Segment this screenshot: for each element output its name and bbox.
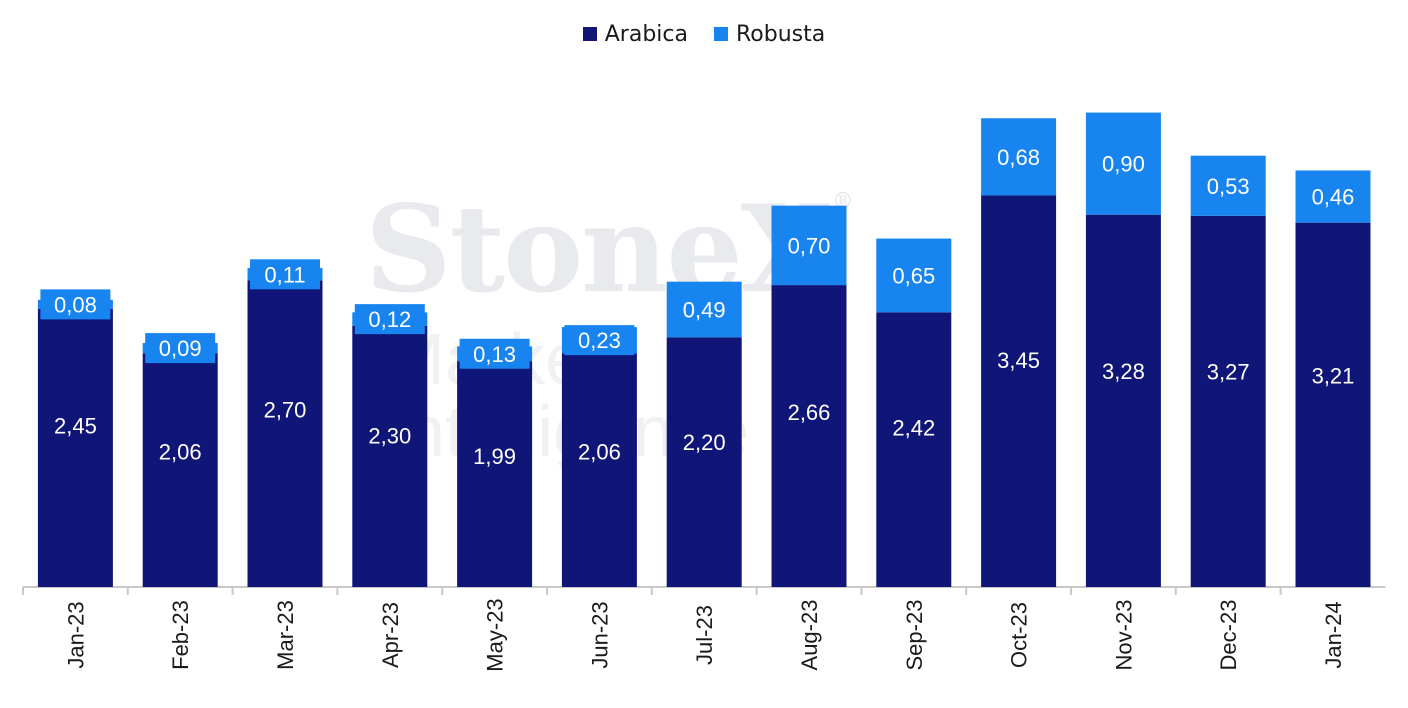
data-label-box-robusta	[250, 259, 320, 290]
bar-robusta	[666, 281, 742, 338]
bar-arabica	[247, 280, 323, 587]
data-label-arabica: 2,20	[683, 430, 726, 455]
data-label-robusta: 0,13	[473, 342, 516, 367]
bar-arabica	[352, 325, 428, 587]
data-label-arabica: 3,28	[1102, 359, 1145, 384]
bar-robusta	[1085, 112, 1161, 215]
robusta-swatch-icon	[713, 27, 728, 41]
legend-item-arabica[interactable]: Arabica	[582, 21, 688, 47]
bar-arabica	[771, 285, 847, 587]
bar-arabica	[142, 353, 218, 587]
bar-arabica	[981, 195, 1057, 588]
x-tick-label: Jul-23	[692, 605, 717, 665]
data-label-robusta: 0,46	[1312, 185, 1355, 210]
bar-arabica	[876, 312, 952, 587]
bar-robusta	[771, 205, 847, 286]
bar-arabica	[457, 361, 533, 587]
arabica-swatch-icon	[582, 27, 597, 41]
data-label-arabica: 1,99	[473, 444, 516, 469]
bar-arabica	[1295, 222, 1371, 588]
data-label-robusta: 0,08	[54, 292, 97, 317]
data-label-arabica: 3,21	[1312, 364, 1355, 389]
data-label-robusta: 0,23	[578, 328, 621, 353]
data-label-robusta: 0,09	[159, 336, 202, 361]
bar-arabica	[1190, 215, 1266, 588]
data-label-arabica: 2,45	[54, 414, 97, 439]
data-label-box-robusta	[564, 325, 635, 356]
legend-item-robusta[interactable]: Robusta	[713, 21, 826, 47]
x-tick-label: Aug-23	[797, 600, 822, 671]
x-tick-label: Feb-23	[168, 600, 193, 670]
x-tick-label: Dec-23	[1216, 600, 1241, 671]
legend-label-robusta: Robusta	[735, 21, 826, 47]
data-label-robusta: 0,68	[997, 145, 1040, 170]
data-label-box-robusta	[459, 338, 530, 369]
data-label-arabica: 2,66	[788, 400, 831, 425]
x-tick-label: Jan-23	[63, 601, 88, 668]
data-label-robusta: 0,70	[788, 233, 831, 258]
legend-label-arabica: Arabica	[604, 21, 688, 47]
x-tick-label: Nov-23	[1111, 600, 1136, 671]
bar-arabica	[666, 337, 742, 587]
bar-arabica	[561, 353, 637, 587]
data-label-arabica: 3,45	[997, 348, 1040, 373]
data-label-box-robusta	[354, 304, 425, 335]
bar-robusta	[981, 118, 1057, 196]
data-label-robusta: 0,65	[892, 263, 935, 288]
data-label-arabica: 2,06	[159, 439, 202, 464]
data-label-robusta: 0,53	[1207, 174, 1250, 199]
data-label-arabica: 2,42	[892, 416, 935, 441]
bar-robusta	[1295, 170, 1371, 223]
x-tick-label: Jun-23	[587, 601, 612, 668]
x-tick-label: Apr-23	[378, 602, 403, 668]
data-label-arabica: 2,70	[264, 397, 307, 422]
data-label-robusta: 0,49	[683, 297, 726, 322]
data-label-arabica: 2,30	[368, 424, 411, 449]
data-label-robusta: 0,11	[264, 262, 305, 287]
data-label-arabica: 3,27	[1207, 360, 1250, 385]
x-tick-label: May-23	[483, 598, 508, 671]
data-label-arabica: 2,06	[578, 439, 621, 464]
data-label-box-robusta	[40, 289, 111, 320]
legend: Arabica Robusta	[0, 18, 1408, 50]
data-label-box-robusta	[145, 333, 216, 364]
bar-arabica	[1085, 214, 1161, 587]
bar-robusta	[876, 238, 952, 313]
x-tick-label: Sep-23	[902, 600, 927, 671]
x-tick-label: Jan-24	[1321, 601, 1346, 668]
x-tick-label: Oct-23	[1007, 602, 1032, 668]
data-label-robusta: 0,90	[1102, 152, 1145, 177]
x-tick-label: Mar-23	[273, 600, 298, 670]
data-label-robusta: 0,12	[368, 307, 411, 332]
bar-arabica	[37, 308, 113, 587]
bar-robusta	[1190, 155, 1266, 216]
